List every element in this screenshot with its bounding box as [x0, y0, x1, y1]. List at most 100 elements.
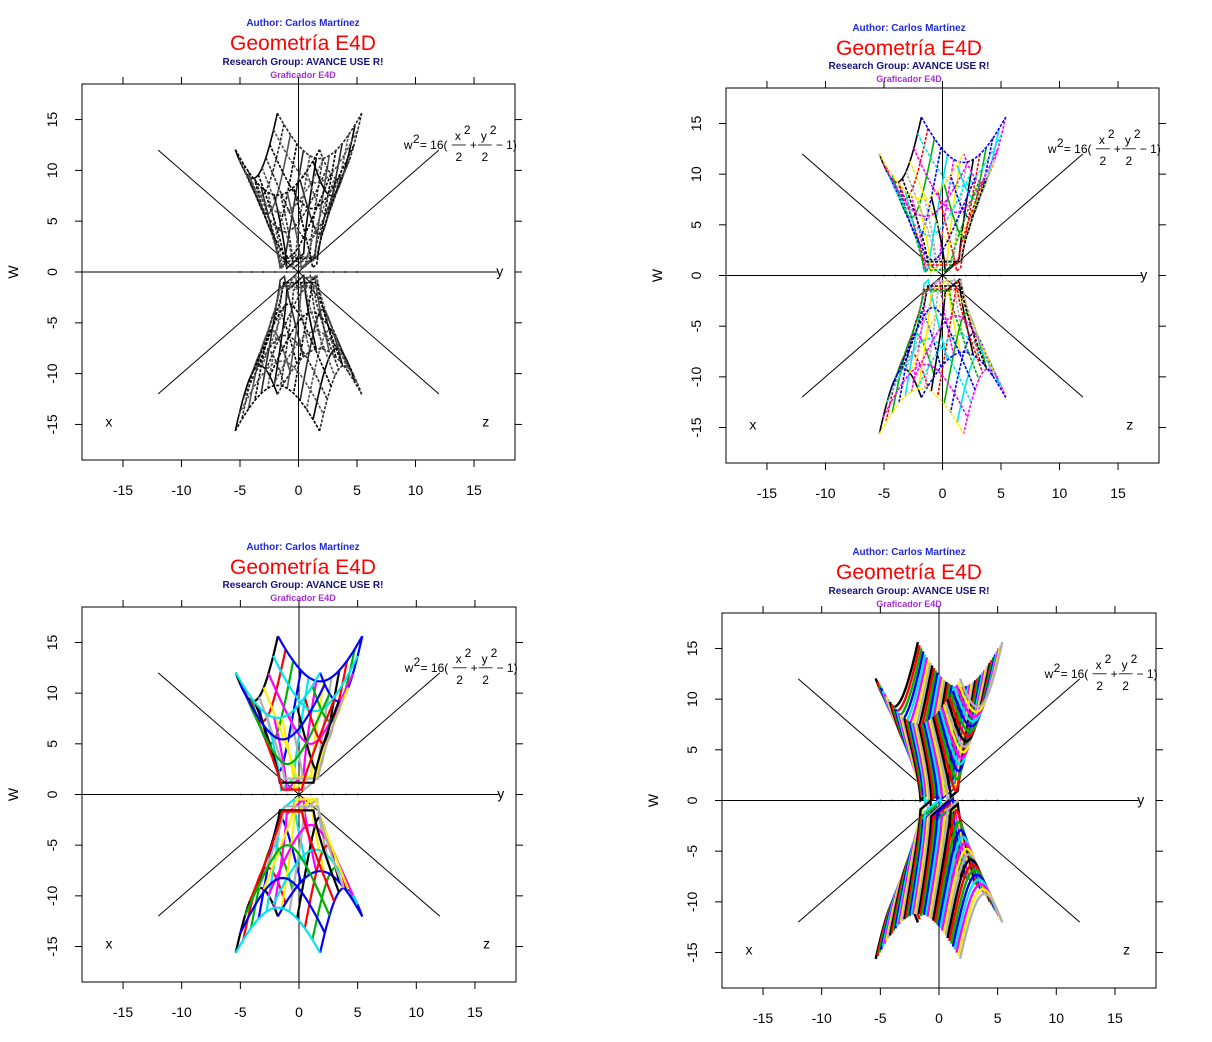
x-tick-label: 15 [1110, 485, 1126, 501]
surface-curve-u [949, 138, 994, 219]
axis-dot [973, 799, 976, 802]
axis-dot [894, 274, 897, 277]
axis-dot [239, 271, 241, 273]
axis-dot [965, 274, 967, 277]
formula-text: = 16( [1061, 667, 1089, 681]
axis-dot [906, 274, 909, 277]
formula-text: 2 [482, 673, 489, 687]
author-label: Author: Carlos Martínez [852, 23, 966, 34]
surface-curve-u [962, 116, 1007, 183]
formula: w 2 = 16(x 22+y 22− 1) [1044, 652, 1158, 693]
y-axis-letter: y [496, 263, 503, 279]
surface-curve-v [258, 805, 345, 889]
research-group-label: Research Group: AVANCE USE R! [222, 580, 384, 591]
surface-curve-u [234, 635, 279, 703]
formula: w 2 = 16(x 22+y 22− 1) [404, 646, 518, 687]
chart-subtitle: Graficador E4D [876, 74, 942, 84]
formula-text: 2 [464, 123, 471, 137]
surface-curve-v [890, 306, 976, 391]
chart-title: Geometría E4D [836, 37, 982, 60]
y-tick-label: -15 [44, 414, 60, 434]
axis-dot [309, 271, 312, 273]
surface-curve-u [936, 154, 981, 273]
surface-curve-u [943, 147, 988, 239]
y-tick-label: 15 [688, 115, 704, 131]
y-tick-label: -5 [688, 320, 704, 333]
formula-text: 2 [456, 673, 463, 687]
x-tick-label: 0 [295, 1004, 303, 1020]
formula-text: − 1) [1137, 667, 1158, 681]
surface-curve-v [882, 363, 969, 418]
formula-text: y [482, 652, 488, 666]
formula-text: 2 [1096, 679, 1103, 693]
surface-curve-u [923, 161, 968, 274]
chart-panel: Author: Carlos Martínez Geometría E4D Re… [606, 0, 1212, 521]
formula-text: w [403, 138, 413, 152]
surface-curve-v [234, 149, 321, 196]
y-axis-label: W [645, 793, 661, 807]
surface-curve-v [257, 281, 344, 367]
y-tick-label: 0 [684, 796, 700, 804]
surface-curve-v [246, 303, 332, 387]
surface-curve-v [244, 693, 331, 766]
author-label: Author: Carlos Martínez [246, 18, 360, 29]
formula-text: w [1047, 142, 1057, 156]
surface-curve-v [249, 286, 336, 377]
formula-text: = 16( [420, 138, 448, 152]
surface-curve-u [241, 347, 285, 420]
chart-title: Geometría E4D [836, 561, 982, 584]
axis-dot [988, 274, 991, 277]
axis-dot [251, 793, 253, 796]
formula-text: 2 [1057, 136, 1064, 150]
surface-curve-v [248, 810, 336, 902]
axis-dot [356, 793, 359, 796]
x-tick-label: -10 [815, 485, 835, 501]
x-tick-label: -15 [113, 482, 133, 498]
surface-curve-u [234, 112, 279, 180]
y-tick-label: -15 [688, 417, 704, 437]
x-tick-label: 0 [935, 1010, 943, 1026]
axis-dot [976, 274, 979, 277]
surface-curve-v [257, 174, 344, 259]
chart-subtitle: Graficador E4D [270, 70, 336, 80]
axis-dot [879, 799, 882, 802]
surface-curve-u [292, 150, 337, 270]
formula-text: 2 [1099, 154, 1106, 168]
axis-dot [262, 793, 265, 796]
x-tick-label: -5 [234, 482, 247, 498]
formula-text: 2 [414, 655, 421, 669]
plot-area [726, 88, 1142, 463]
surface-curve-v [893, 181, 980, 271]
surface-curve-u [288, 677, 333, 792]
z-axis-letter: z [483, 936, 490, 952]
surface-curve-v [244, 844, 331, 916]
formula-text: 2 [455, 150, 462, 164]
surface-curve-v [878, 387, 965, 435]
formula-text: 2 [465, 646, 472, 660]
x-tick-label: 5 [994, 1010, 1002, 1026]
surface-curve-u [958, 892, 1004, 960]
formula-text: 2 [481, 150, 488, 164]
chart-panel: Author: Carlos Martínez Geometría E4D Re… [606, 521, 1212, 1042]
x-tick-label: -5 [878, 485, 891, 501]
x-axis-letter: x [745, 942, 752, 958]
axis-dot [333, 793, 336, 796]
formula-text: 2 [1134, 127, 1141, 141]
y-tick-label: 10 [44, 685, 60, 701]
chart-panel: Author: Carlos Martínez Geometría E4D Re… [0, 521, 606, 1042]
y-tick-label: -10 [684, 892, 700, 912]
formula-text: = 16( [421, 661, 449, 675]
surface-curve-v [238, 159, 325, 214]
formula-text: − 1) [1140, 142, 1161, 156]
chart-title: Geometría E4D [230, 556, 376, 579]
surface-curve-u [917, 161, 962, 274]
x-axis-letter: x [105, 936, 112, 952]
surface-curve-v [242, 334, 328, 400]
chart-subtitle: Graficador E4D [270, 593, 336, 603]
chart-panel: Author: Carlos Martínez Geometría E4D Re… [0, 0, 606, 521]
surface-curve-v [258, 696, 345, 780]
x-tick-label: 15 [467, 1004, 483, 1020]
y-axis-label: W [5, 787, 21, 801]
